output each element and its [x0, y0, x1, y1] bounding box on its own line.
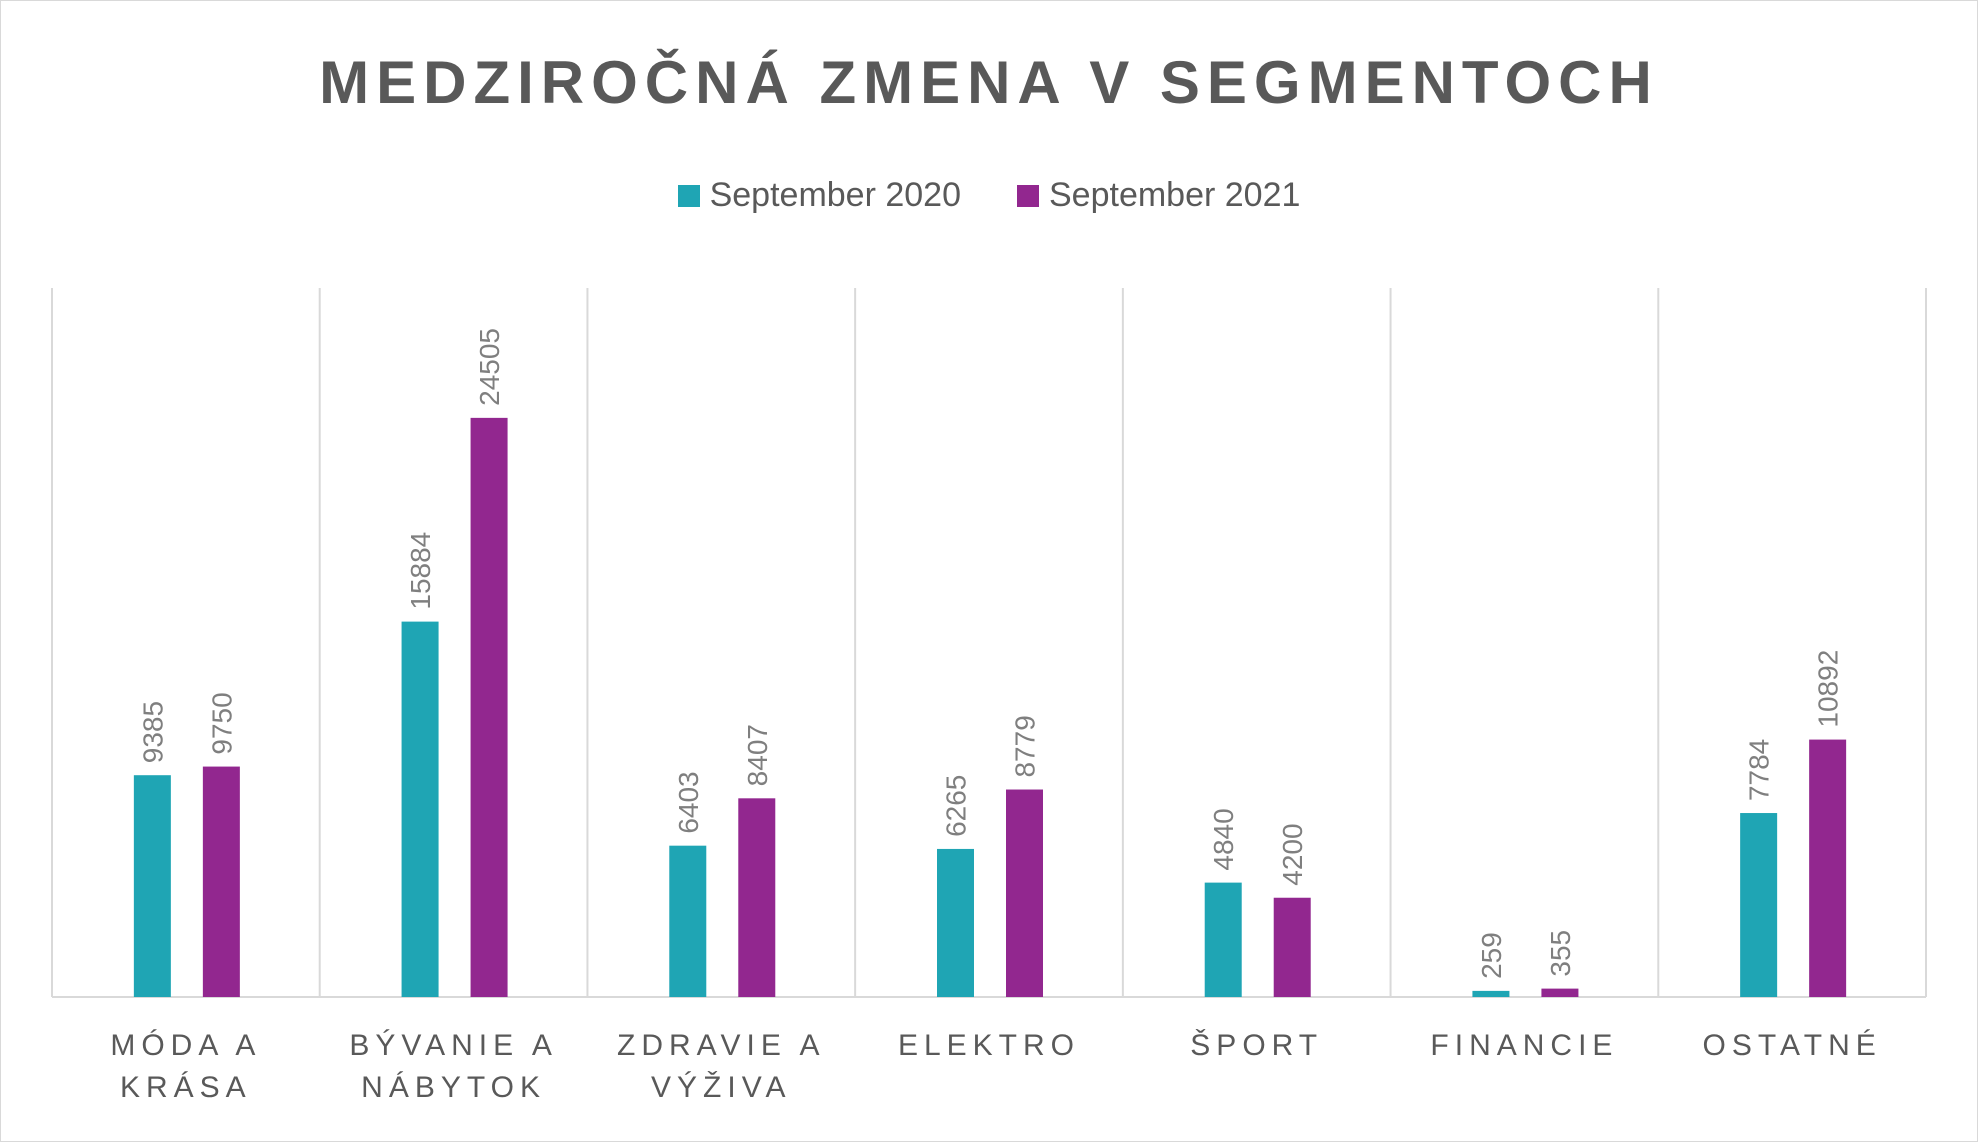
bar-2020 — [401, 621, 439, 997]
category-label: ELEKTRO — [898, 1029, 1080, 1062]
data-label: 4200 — [1277, 823, 1308, 885]
category-label: OSTATNÉ — [1703, 1029, 1882, 1062]
bar-2020 — [1740, 813, 1778, 997]
data-label: 9750 — [206, 692, 237, 754]
category-label: MÓDA A — [110, 1029, 261, 1062]
data-label: 355 — [1545, 930, 1576, 977]
legend-item-2020: September 2020 — [677, 176, 961, 215]
category-label: ŠPORT — [1190, 1028, 1323, 1062]
data-label: 7784 — [1744, 739, 1775, 801]
data-label: 24505 — [474, 328, 505, 406]
data-label: 6403 — [673, 771, 704, 833]
category-label: ZDRAVIE A — [617, 1029, 825, 1062]
legend-label-2020: September 2020 — [709, 176, 961, 214]
category-label: FINANCIE — [1430, 1029, 1618, 1062]
bar-2021 — [1809, 739, 1847, 997]
bar-2021 — [202, 766, 240, 997]
legend-swatch-2021 — [1017, 184, 1039, 207]
bar-2021 — [1273, 897, 1311, 997]
legend: September 2020 September 2021 — [0, 176, 1978, 215]
data-label: 4840 — [1208, 808, 1239, 870]
legend-item-2021: September 2021 — [1017, 176, 1300, 215]
data-label: 6265 — [941, 775, 972, 837]
bar-2020 — [1472, 990, 1510, 997]
bar-2020 — [133, 775, 171, 997]
bar-2021 — [738, 798, 776, 997]
legend-label-2021: September 2021 — [1049, 176, 1301, 214]
data-label: 259 — [1476, 932, 1507, 979]
legend-swatch-2020 — [677, 184, 700, 207]
bar-2021 — [470, 417, 508, 997]
data-label: 8779 — [1010, 715, 1041, 777]
data-label: 8407 — [742, 724, 773, 786]
data-label: 15884 — [405, 532, 436, 610]
category-label: VÝŽIVA — [651, 1071, 791, 1104]
data-label: 10892 — [1813, 650, 1844, 728]
bar-2020 — [1204, 882, 1242, 997]
category-label: KRÁSA — [120, 1071, 252, 1104]
bar-2021 — [1541, 988, 1579, 997]
data-label: 9385 — [137, 701, 168, 763]
chart-title: MEDZIROČNÁ ZMENA V SEGMENTOCH — [319, 49, 1659, 116]
bar-2020 — [669, 845, 707, 997]
category-label: BÝVANIE A — [349, 1029, 558, 1062]
category-label: NÁBYTOK — [361, 1071, 546, 1104]
bar-2020 — [937, 848, 974, 997]
bar-2021 — [1006, 789, 1043, 997]
